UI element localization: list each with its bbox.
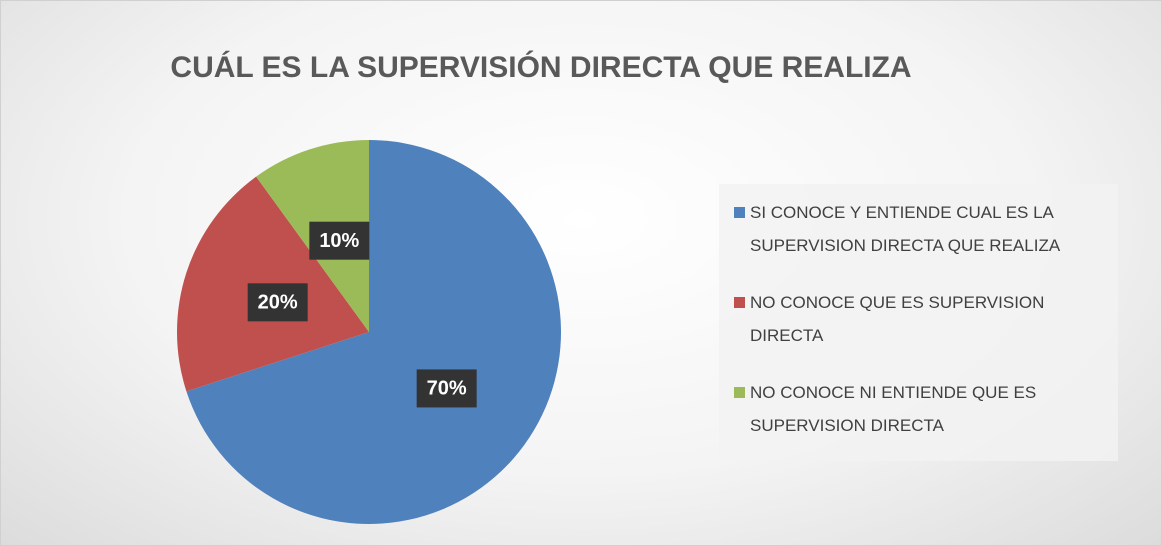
legend-label: NO CONOCE NI ENTIENDE QUE ES SUPERVISION…: [750, 383, 1037, 435]
legend-label: NO CONOCE QUE ES SUPERVISION DIRECTA: [750, 293, 1045, 345]
value-label-box: [247, 283, 308, 322]
pie-slice: [186, 140, 562, 524]
legend: SI CONOCE Y ENTIENDE CUAL ES LA SUPERVIS…: [719, 184, 1118, 461]
legend-entry: NO CONOCE NI ENTIENDE QUE ES SUPERVISION…: [734, 376, 1109, 442]
legend-swatch: [734, 297, 745, 308]
legend-swatch: [734, 207, 745, 218]
value-label: 70%: [427, 378, 467, 400]
chart-title: CUÁL ES LA SUPERVISIÓN DIRECTA QUE REALI…: [170, 50, 911, 84]
legend-entry: NO CONOCE QUE ES SUPERVISION DIRECTA: [734, 286, 1109, 352]
legend-swatch: [734, 387, 745, 398]
legend-entry: SI CONOCE Y ENTIENDE CUAL ES LA SUPERVIS…: [734, 196, 1109, 262]
value-label-box: [416, 369, 477, 408]
legend-label: SI CONOCE Y ENTIENDE CUAL ES LA SUPERVIS…: [750, 203, 1061, 255]
value-label: 10%: [319, 230, 359, 252]
value-label-box: [309, 221, 370, 260]
value-label: 20%: [258, 292, 298, 314]
